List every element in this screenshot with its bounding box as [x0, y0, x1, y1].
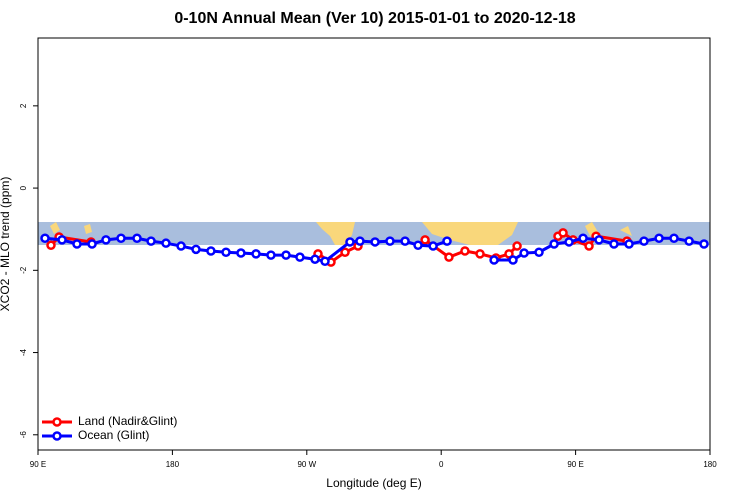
data-point	[508, 255, 518, 265]
data-point	[385, 236, 395, 246]
data-point	[578, 233, 588, 243]
data-point	[534, 247, 544, 257]
legend-label: Land (Nadir&Glint)	[78, 414, 177, 428]
data-point	[72, 239, 82, 249]
data-point	[191, 244, 201, 255]
data-point	[413, 240, 423, 250]
y-tick-label: 2	[19, 103, 28, 108]
data-point	[609, 239, 619, 249]
data-point	[251, 249, 261, 259]
data-point	[46, 240, 56, 250]
data-point	[669, 233, 679, 243]
data-point	[206, 246, 216, 256]
data-point	[236, 248, 246, 258]
legend-marker	[52, 417, 62, 427]
data-point	[444, 252, 454, 262]
data-point	[442, 236, 452, 246]
data-point	[460, 246, 470, 256]
data-point	[295, 252, 305, 262]
data-point	[504, 249, 514, 259]
chart-title: 0-10N Annual Mean (Ver 10) 2015-01-01 to…	[174, 10, 575, 27]
data-point	[370, 237, 380, 247]
data-point	[132, 233, 142, 243]
data-point	[639, 236, 649, 246]
data-point	[428, 241, 438, 251]
data-point	[281, 250, 291, 260]
data-point	[161, 238, 171, 248]
x-tick-label: 180	[703, 460, 717, 469]
data-point	[340, 247, 350, 257]
data-point	[266, 250, 276, 260]
data-point	[699, 239, 709, 249]
data-point	[564, 237, 574, 247]
data-point	[146, 236, 156, 246]
x-tick-label: 90 W	[297, 460, 316, 469]
data-point	[87, 239, 97, 249]
data-point	[420, 235, 430, 245]
series-line	[44, 236, 448, 263]
x-tick-label: 90 E	[30, 460, 46, 469]
data-point	[512, 241, 522, 251]
map-background	[38, 222, 710, 245]
legend-marker	[52, 431, 62, 441]
data-point	[176, 241, 186, 251]
data-point	[320, 256, 330, 267]
x-axis-label: Longitude (deg E)	[326, 476, 421, 490]
data-point	[101, 235, 111, 245]
data-point	[594, 235, 604, 245]
data-point	[355, 236, 365, 246]
data-point	[475, 249, 485, 259]
data-point	[684, 236, 694, 246]
data-point	[40, 233, 50, 243]
legend-label: Ocean (Glint)	[78, 428, 149, 442]
data-point	[310, 254, 320, 264]
y-tick-label: -2	[19, 266, 28, 274]
y-tick-label: 0	[19, 185, 28, 190]
x-tick-label: 180	[166, 460, 180, 469]
data-point	[400, 236, 410, 246]
data-point	[584, 241, 594, 251]
y-axis-label: XCO2 - MLO trend (ppm)	[0, 177, 12, 312]
data-point	[519, 248, 529, 258]
y-tick-label: -4	[19, 348, 28, 356]
data-point	[549, 239, 559, 249]
data-point	[489, 255, 499, 265]
y-tick-label: -6	[19, 431, 28, 439]
data-point	[345, 237, 355, 247]
data-point	[221, 247, 231, 257]
x-tick-label: 0	[439, 460, 444, 469]
data-point	[116, 233, 126, 243]
plot-frame	[37, 37, 711, 451]
data-point	[624, 239, 634, 249]
x-tick-label: 90 E	[567, 460, 583, 469]
data-point	[654, 233, 664, 243]
data-point	[57, 235, 67, 245]
data-point	[558, 228, 568, 238]
